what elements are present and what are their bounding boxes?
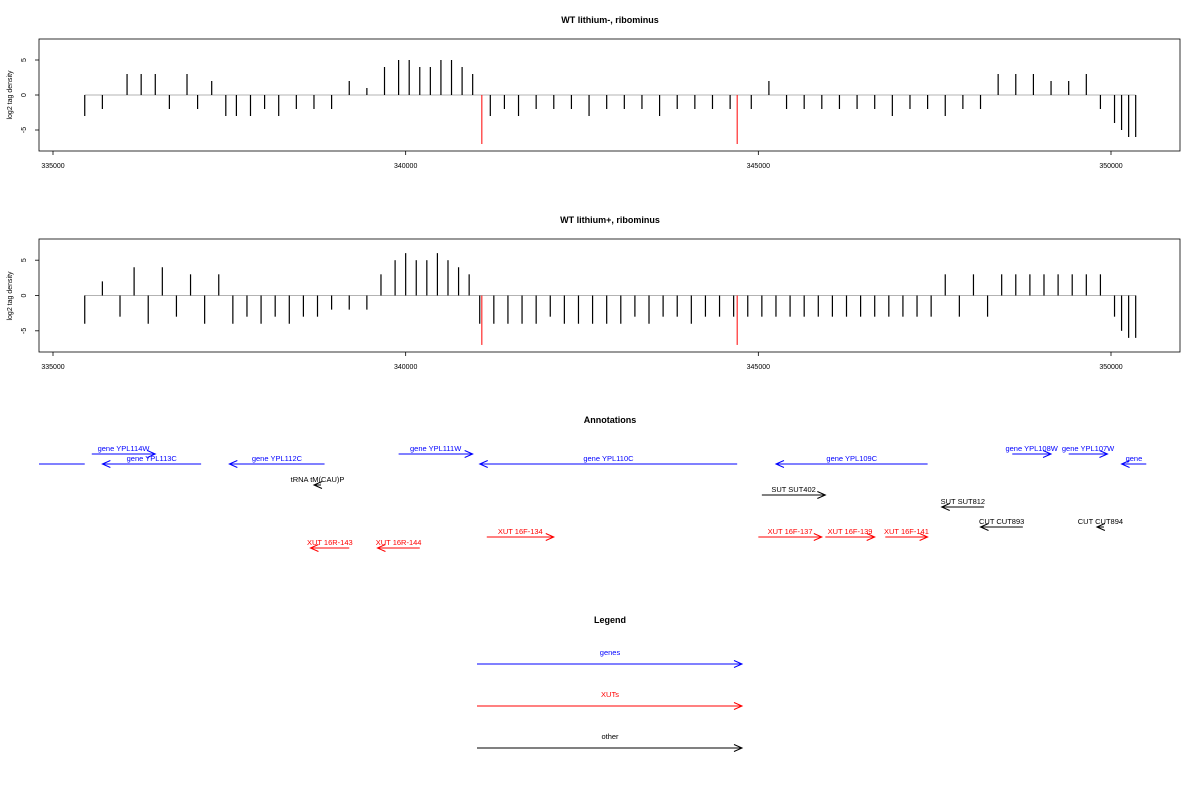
feature-arrowhead bbox=[774, 460, 785, 468]
feature-arrowhead bbox=[312, 481, 323, 489]
annotation-feature: gene YPL109C bbox=[774, 454, 928, 468]
legend-title: Legend bbox=[594, 615, 626, 625]
feature-arrowhead bbox=[464, 450, 474, 458]
track-panel-lithium-plus: WT lithium+, ribominus log2 tag density … bbox=[7, 215, 1181, 371]
feature-arrowhead bbox=[733, 660, 744, 668]
feature-arrowhead bbox=[866, 533, 876, 541]
legend-label: genes bbox=[600, 648, 621, 657]
feature-arrowhead bbox=[1120, 460, 1130, 468]
x-tick-label: 345000 bbox=[747, 364, 770, 371]
feature-label: SUT SUT402 bbox=[771, 485, 815, 494]
feature-arrowhead bbox=[1042, 450, 1053, 458]
y-tick-label: -5 bbox=[21, 127, 28, 133]
annotation-feature: gene YPL107W bbox=[1062, 444, 1115, 458]
feature-label: XUT 16F-141 bbox=[884, 527, 929, 536]
feature-arrowhead bbox=[813, 533, 824, 541]
x-tick-label: 350000 bbox=[1099, 364, 1122, 371]
annotation-feature: CUT CUT893 bbox=[979, 517, 1024, 531]
feature-arrowhead bbox=[940, 503, 950, 511]
panel-title: WT lithium+, ribominus bbox=[560, 215, 660, 225]
annotation-feature: gene bbox=[1120, 454, 1147, 468]
feature-label: gene YPL111W bbox=[410, 444, 462, 453]
annotation-feature: gene YPL111W bbox=[398, 444, 474, 458]
feature-label: gene YPL109C bbox=[826, 454, 877, 463]
feature-arrowhead bbox=[376, 544, 386, 552]
legend-item: genes bbox=[477, 648, 744, 668]
density-bars: -5 0 5 335000 340000 345000 350000 bbox=[21, 58, 1137, 170]
legend-panel: Legend genes XUTs other bbox=[477, 615, 744, 752]
legend-label: XUTs bbox=[601, 690, 619, 699]
feature-arrowhead bbox=[733, 702, 744, 710]
legend-item: other bbox=[477, 732, 744, 752]
annotation-feature: XUT 16F-134 bbox=[486, 527, 556, 541]
panel-title: WT lithium-, ribominus bbox=[561, 15, 659, 25]
feature-arrowhead bbox=[919, 533, 929, 541]
feature-arrowhead bbox=[478, 460, 488, 468]
feature-arrowhead bbox=[1099, 450, 1109, 458]
annotation-feature: gene YPL110C bbox=[478, 454, 738, 468]
feature-arrowhead bbox=[545, 533, 556, 541]
annotation-feature: SUT SUT402 bbox=[761, 485, 827, 499]
feature-arrowhead bbox=[228, 460, 238, 468]
feature-label: XUT 16F-137 bbox=[768, 527, 813, 536]
y-axis-label: log2 tag density bbox=[7, 70, 14, 120]
feature-label: gene YPL108W bbox=[1005, 444, 1058, 453]
x-tick-label: 335000 bbox=[41, 163, 64, 170]
x-tick-label: 340000 bbox=[394, 163, 417, 170]
feature-label: XUT 16F-139 bbox=[828, 527, 873, 536]
annotation-feature: gene YPL113C bbox=[101, 454, 202, 468]
annotation-feature: XUT 16R-144 bbox=[376, 538, 422, 552]
feature-arrowhead bbox=[147, 450, 157, 458]
feature-label: gene YPL114W bbox=[98, 444, 151, 453]
feature-label: XUT 16R-143 bbox=[307, 538, 353, 547]
legend-label: other bbox=[601, 732, 619, 741]
feature-label: CUT CUT893 bbox=[979, 517, 1024, 526]
annotation-feature: tRNA tM(CAU)P bbox=[291, 475, 345, 489]
y-tick-label: 5 bbox=[21, 58, 28, 62]
x-tick-label: 345000 bbox=[747, 163, 770, 170]
feature-label: gene YPL112C bbox=[252, 454, 303, 463]
annotation-feature: gene YPL114W bbox=[91, 444, 157, 458]
feature-label: gene YPL110C bbox=[583, 454, 634, 463]
feature-label: XUT 16R-144 bbox=[376, 538, 422, 547]
legend-items: genes XUTs other bbox=[477, 648, 744, 752]
annotation-feature: SUT SUT812 bbox=[940, 497, 985, 511]
x-tick-label: 335000 bbox=[41, 364, 64, 371]
y-axis-label: log2 tag density bbox=[7, 271, 14, 321]
annotation-feature: gene YPL108W bbox=[1005, 444, 1059, 458]
feature-arrowhead bbox=[309, 544, 319, 552]
annotations-title: Annotations bbox=[584, 415, 637, 425]
y-tick-label: 0 bbox=[21, 293, 28, 297]
annotation-feature: CUT CUT894 bbox=[1078, 517, 1123, 531]
feature-arrowhead bbox=[817, 491, 827, 499]
feature-label: gene bbox=[1126, 454, 1143, 463]
feature-label: gene YPL113C bbox=[127, 454, 178, 463]
track-panel-lithium-minus: WT lithium-, ribominus log2 tag density … bbox=[7, 15, 1181, 170]
x-tick-label: 340000 bbox=[394, 364, 417, 371]
y-tick-label: 5 bbox=[21, 258, 28, 262]
feature-label: tRNA tM(CAU)P bbox=[291, 475, 345, 484]
density-bars: -5 0 5 335000 340000 345000 350000 bbox=[21, 253, 1137, 371]
annotation-feature: XUT 16R-143 bbox=[307, 538, 353, 552]
annotation-feature: XUT 16F-141 bbox=[884, 527, 929, 541]
feature-arrowhead bbox=[1095, 523, 1106, 531]
feature-label: gene YPL107W bbox=[1062, 444, 1115, 453]
feature-arrowhead bbox=[101, 460, 111, 468]
feature-arrowhead bbox=[979, 523, 989, 531]
legend-item: XUTs bbox=[477, 690, 744, 710]
feature-label: XUT 16F-134 bbox=[498, 527, 543, 536]
y-tick-label: 0 bbox=[21, 93, 28, 97]
x-tick-label: 350000 bbox=[1099, 163, 1122, 170]
annotation-feature: gene YPL112C bbox=[228, 454, 325, 468]
annotation-feature: XUT 16F-139 bbox=[825, 527, 876, 541]
feature-label: SUT SUT812 bbox=[941, 497, 985, 506]
y-tick-label: -5 bbox=[21, 328, 28, 334]
annotation-feature: XUT 16F-137 bbox=[758, 527, 824, 541]
feature-arrowhead bbox=[733, 744, 744, 752]
feature-label: CUT CUT894 bbox=[1078, 517, 1123, 526]
